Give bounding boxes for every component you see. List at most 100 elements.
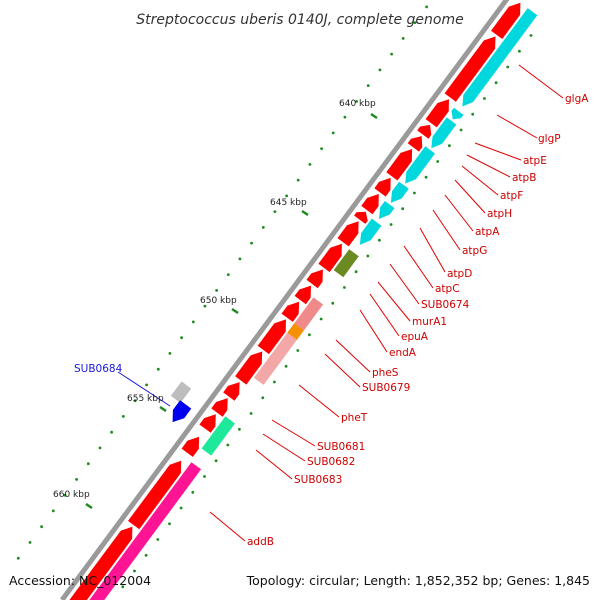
gene-label-atpG[interactable]: atpG [462,245,487,257]
forward-gene[interactable] [354,211,368,224]
forward-gene[interactable] [223,382,240,401]
minor-tick [180,336,184,340]
minor-tick [215,289,219,292]
minor-tick [354,270,358,274]
gene-label-atpD[interactable]: atpD [447,268,472,280]
minor-tick [331,131,335,135]
salmon-gene[interactable] [294,297,324,331]
special-genes [75,249,359,600]
gene-label-SUB0682[interactable]: SUB0682 [307,456,355,468]
gene-label-addB[interactable]: addB [247,536,274,548]
minor-tick [389,223,393,226]
olive-gene[interactable] [333,249,359,278]
label-leader-line [209,511,246,542]
gene-label-pheS[interactable]: pheS [372,367,399,379]
gene-label-atpH[interactable]: atpH [487,208,512,220]
minor-tick [261,226,265,229]
reverse-gene[interactable] [390,181,409,203]
reverse-gene[interactable] [379,201,395,219]
forward-gene[interactable] [235,351,263,385]
reverse-gene[interactable] [451,107,464,120]
minor-tick [16,556,20,560]
gene-label-atpF[interactable]: atpF [500,190,523,202]
forward-gene[interactable] [444,36,496,102]
forward-gene[interactable] [257,319,286,355]
gene-label-murA1[interactable]: murA1 [412,316,447,328]
minor-tick [471,112,475,116]
label-leader-line [474,142,522,161]
gene-label-epuA[interactable]: epuA [401,331,429,343]
label-leader-line-blue [117,371,171,407]
forward-gene[interactable] [491,2,521,39]
label-leader-line [518,64,564,99]
gene-label-SUB0683[interactable]: SUB0683 [294,474,342,486]
forward-gene[interactable] [425,99,449,128]
label-leader-line [324,353,361,388]
gene-label-glgA[interactable]: glgA [565,93,589,105]
pink-gene[interactable] [75,462,202,600]
minor-tick [436,160,440,163]
forward-gene[interactable] [306,269,323,289]
blue-gene[interactable] [172,400,192,423]
forward-gene[interactable] [361,194,379,215]
kbp-label-645: 645 kbp [270,198,307,208]
forward-gene[interactable] [318,243,342,273]
gene-label-atpB[interactable]: atpB [512,172,536,184]
forward-gene[interactable] [181,436,200,457]
forward-gene[interactable] [337,221,359,247]
forward-gene[interactable] [281,301,300,322]
gene-label-glgP[interactable]: glgP [538,133,561,145]
gene-label-endA[interactable]: endA [389,347,417,359]
minor-tick [214,459,218,463]
gene-label-SUB0684[interactable]: SUB0684 [74,363,123,375]
minor-tick [261,396,265,400]
kbp-label-650: 650 kbp [200,296,237,306]
forward-gene[interactable] [211,398,228,417]
minor-tick [320,147,323,151]
salmon-gene[interactable] [253,332,297,385]
minor-tick [529,34,533,37]
grey-gene[interactable] [170,381,192,403]
reverse-gene[interactable] [405,146,435,184]
minor-tick [366,254,370,258]
forward-gene[interactable] [63,526,133,600]
label-leader-line [466,154,511,178]
gene-label-atpA[interactable]: atpA [475,226,500,238]
genome-backbone-outer [59,0,510,600]
reverse-gene[interactable] [431,117,457,149]
gene-label-atpE[interactable]: atpE [523,155,547,167]
reverse-gene[interactable] [462,8,538,107]
gene-label-pheT[interactable]: pheT [341,412,368,424]
minor-tick [168,352,172,355]
label-leader-line [298,384,340,418]
gene-label-SUB0681[interactable]: SUB0681 [317,441,365,453]
forward-gene[interactable] [417,124,432,139]
minor-tick [413,191,416,195]
forward-gene[interactable] [128,460,182,530]
gene-label-SUB0674[interactable]: SUB0674 [421,299,470,311]
reverse-gene[interactable] [359,218,382,245]
minor-tick [203,475,206,478]
forward-gene[interactable] [386,149,413,181]
label-leader-line [432,209,461,251]
orange-gene[interactable] [287,323,304,340]
green-gene[interactable] [201,416,235,456]
minor-tick [401,207,405,211]
major-tick [231,307,239,315]
forward-gene[interactable] [407,136,423,152]
forward-gene[interactable] [374,177,391,197]
kbp-ticks [16,5,533,589]
forward-gene[interactable] [294,285,311,305]
minor-tick [238,257,242,261]
kbp-label-655: 655 kbp [127,394,164,404]
minor-tick [448,144,451,148]
minor-tick [285,194,288,198]
minor-tick [98,446,102,450]
gene-label-atpC[interactable]: atpC [435,283,460,295]
gene-label-SUB0679[interactable]: SUB0679 [362,382,410,394]
forward-gene[interactable] [199,414,216,433]
minor-tick [343,286,346,289]
minor-tick [424,175,428,179]
minor-tick [249,412,253,415]
minor-tick [191,320,195,324]
